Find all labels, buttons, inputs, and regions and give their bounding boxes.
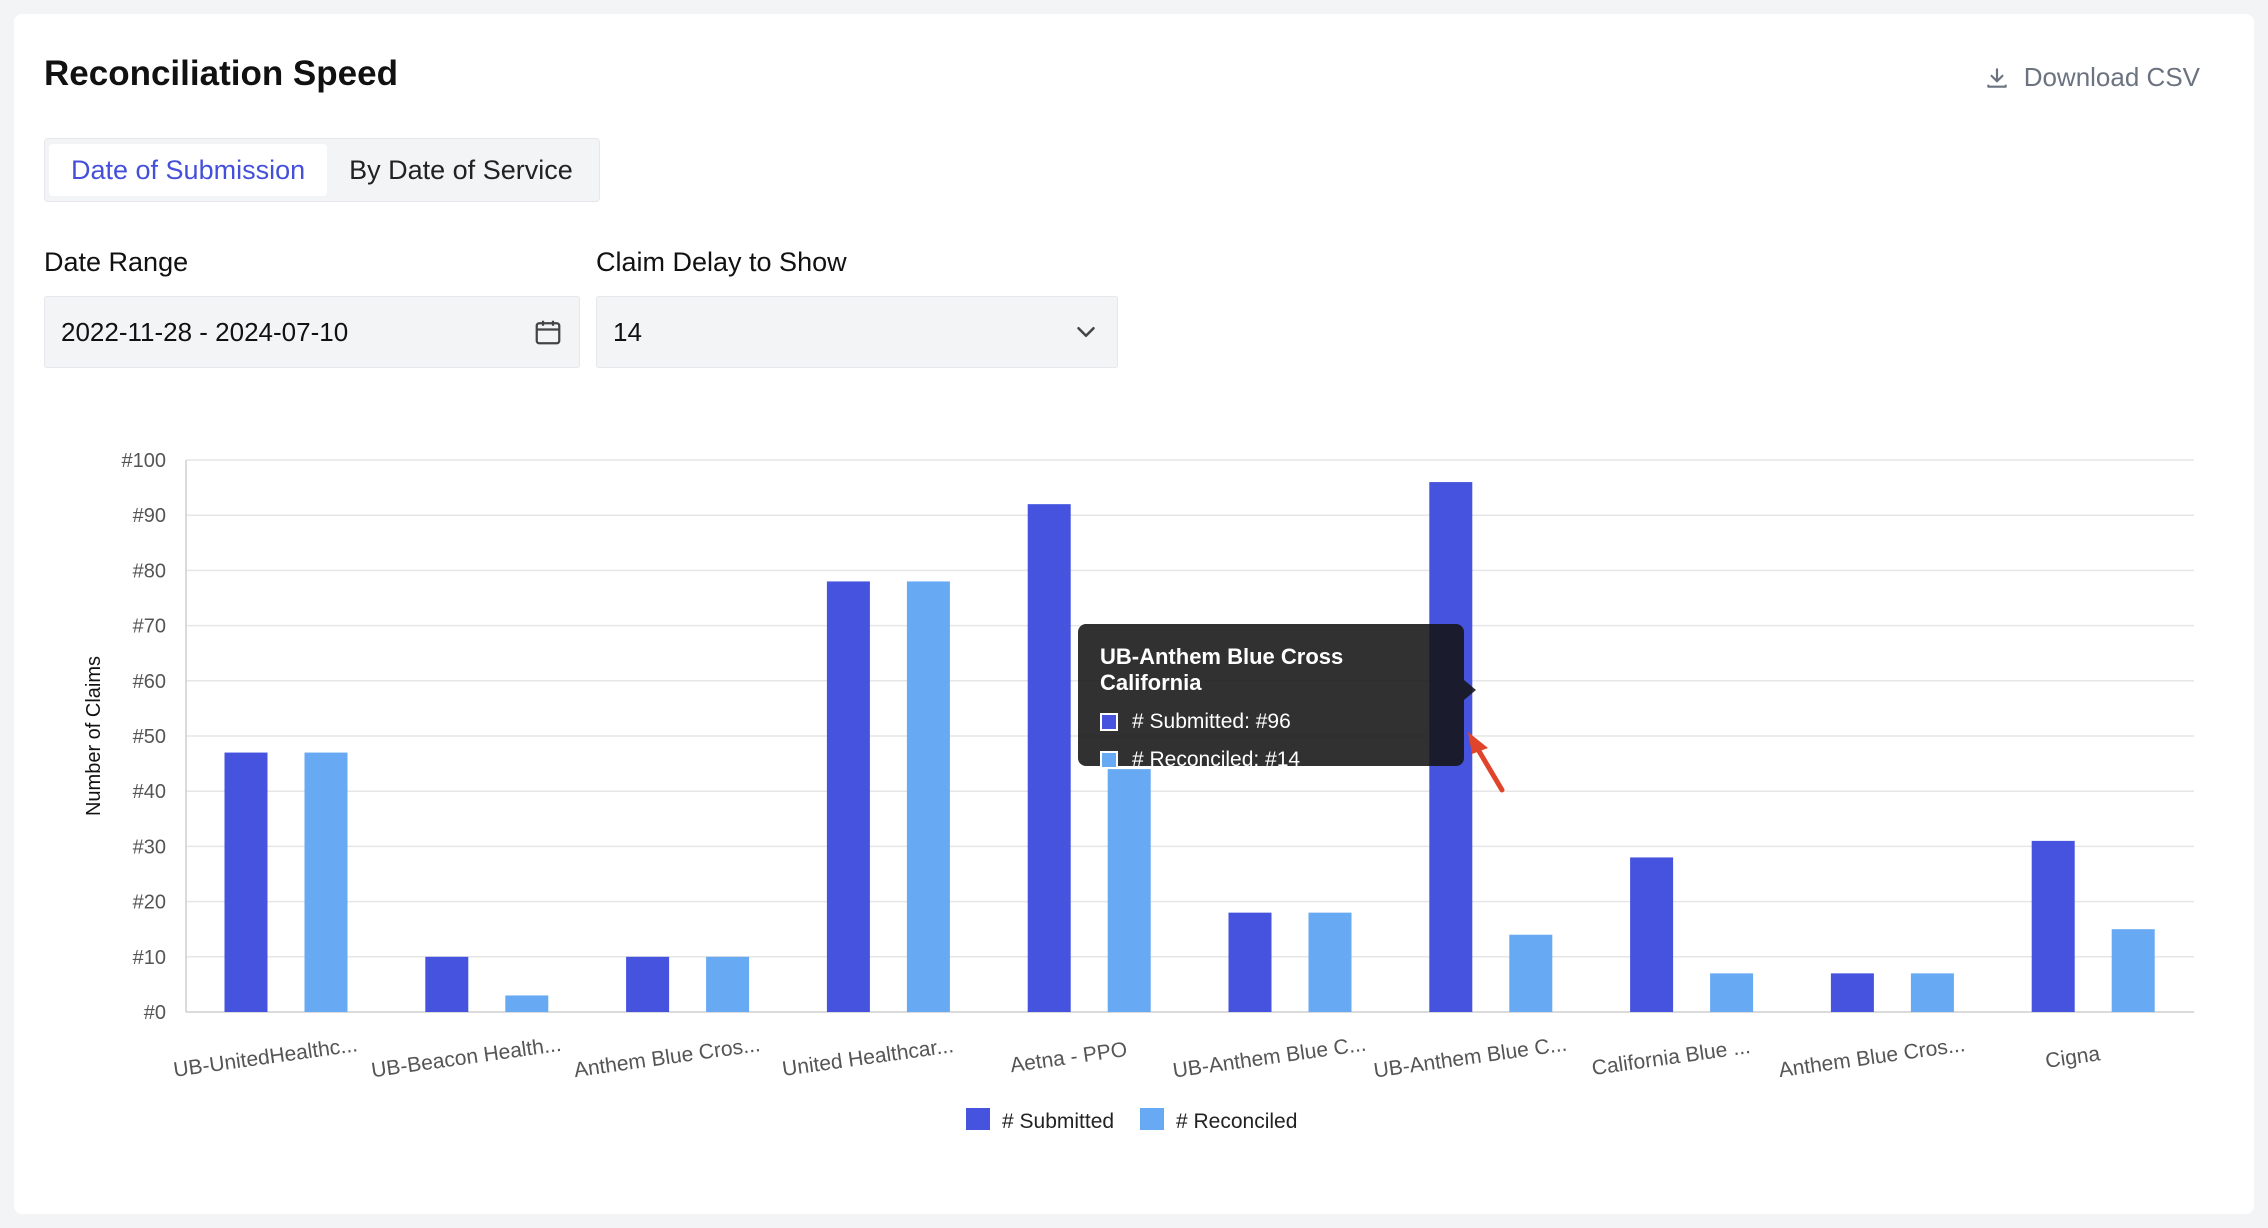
- bar-reconciled: [706, 956, 750, 1012]
- y-axis-title: Number of Claims: [83, 656, 105, 816]
- claim-delay-value: 14: [613, 316, 642, 347]
- y-tick-label: #30: [133, 836, 166, 858]
- legend-swatch-submitted: [966, 1108, 990, 1130]
- x-tick-label: Aetna - PPO: [1009, 1038, 1129, 1077]
- bar-reconciled: [1107, 769, 1151, 1012]
- bar-reconciled: [304, 752, 348, 1012]
- bar-reconciled: [2111, 929, 2155, 1012]
- bar-reconciled: [1509, 934, 1553, 1012]
- legend-label-reconciled: # Reconciled: [1176, 1110, 1297, 1133]
- legend-label-submitted: # Submitted: [1002, 1110, 1114, 1133]
- tooltip-reconciled-row: # Reconciled: #14: [1100, 748, 1442, 772]
- bar-submitted: [425, 956, 469, 1012]
- tooltip-submitted-text: # Submitted: #96: [1132, 710, 1291, 733]
- x-tick-label: Anthem Blue Cros...: [1777, 1033, 1966, 1082]
- bar-submitted: [1630, 857, 1674, 1012]
- x-tick-label: UB-Anthem Blue C...: [1171, 1033, 1367, 1083]
- tooltip-caret: [1464, 680, 1476, 700]
- bar-submitted: [2031, 840, 2075, 1012]
- bar-reconciled: [505, 995, 549, 1012]
- bar-reconciled: [1308, 912, 1352, 1012]
- tooltip-submitted-swatch: [1100, 713, 1118, 731]
- y-tick-label: #40: [133, 781, 166, 803]
- bar-submitted: [1830, 973, 1874, 1012]
- tooltip-reconciled-text: # Reconciled: #14: [1132, 748, 1301, 771]
- y-tick-label: #50: [133, 726, 166, 748]
- bar-submitted: [1027, 504, 1071, 1012]
- bar-submitted: [1228, 912, 1272, 1012]
- date-range-input[interactable]: 2022-11-28 - 2024-07-10: [44, 296, 580, 368]
- claim-delay-label: Claim Delay to Show: [596, 247, 847, 277]
- date-range-label: Date Range: [44, 247, 189, 277]
- y-tick-label: #60: [133, 671, 166, 693]
- tooltip-title: UB-Anthem Blue Cross California: [1100, 644, 1344, 695]
- y-tick-label: #100: [122, 450, 167, 472]
- bar-submitted: [826, 581, 870, 1012]
- y-tick-label: #70: [133, 616, 166, 638]
- calendar-icon[interactable]: [533, 317, 563, 347]
- bar-submitted: [626, 956, 670, 1012]
- page-title: Reconciliation Speed: [44, 54, 398, 93]
- bar-reconciled: [1710, 973, 1754, 1012]
- legend-swatch-reconciled: [1140, 1108, 1164, 1130]
- x-tick-label: UB-UnitedHealthc...: [172, 1033, 359, 1082]
- y-tick-label: #80: [133, 560, 166, 582]
- date-range-value: 2022-11-28 - 2024-07-10: [61, 316, 349, 347]
- claim-delay-select[interactable]: 14: [596, 296, 1118, 368]
- x-tick-label: Anthem Blue Cros...: [572, 1033, 761, 1082]
- x-tick-label: Cigna: [2044, 1042, 2102, 1072]
- y-tick-label: #90: [133, 505, 166, 527]
- download-icon: [1986, 67, 2007, 88]
- tooltip-reconciled-swatch: [1100, 751, 1118, 769]
- x-tick-label: United Healthcar...: [781, 1034, 955, 1081]
- tab-date-of-submission[interactable]: Date of Submission: [49, 144, 328, 196]
- x-tick-label: UB-Anthem Blue C...: [1372, 1033, 1568, 1083]
- bar-reconciled: [906, 581, 950, 1012]
- x-tick-label: UB-Beacon Health...: [370, 1033, 563, 1082]
- x-tick-label: California Blue ...: [1590, 1035, 1752, 1080]
- chart-tooltip: UB-Anthem Blue Cross California # Submit…: [1078, 624, 1476, 771]
- y-tick-label: #10: [133, 947, 166, 969]
- bar-reconciled: [1910, 973, 1954, 1012]
- y-tick-label: #0: [144, 1002, 166, 1024]
- download-csv-button[interactable]: Download CSV: [1984, 62, 2200, 93]
- date-mode-tabs: Date of Submission By Date of Service: [44, 138, 600, 202]
- reconciliation-speed-card: Reconciliation Speed Download CSV Date o…: [14, 14, 2254, 1214]
- download-csv-label: Download CSV: [2023, 62, 2200, 92]
- chevron-down-icon: [1077, 327, 1095, 337]
- tooltip-submitted-row: # Submitted: #96: [1100, 710, 1442, 734]
- bar-submitted: [224, 752, 268, 1012]
- y-tick-label: #20: [133, 892, 166, 914]
- tab-by-date-of-service[interactable]: By Date of Service: [349, 154, 573, 185]
